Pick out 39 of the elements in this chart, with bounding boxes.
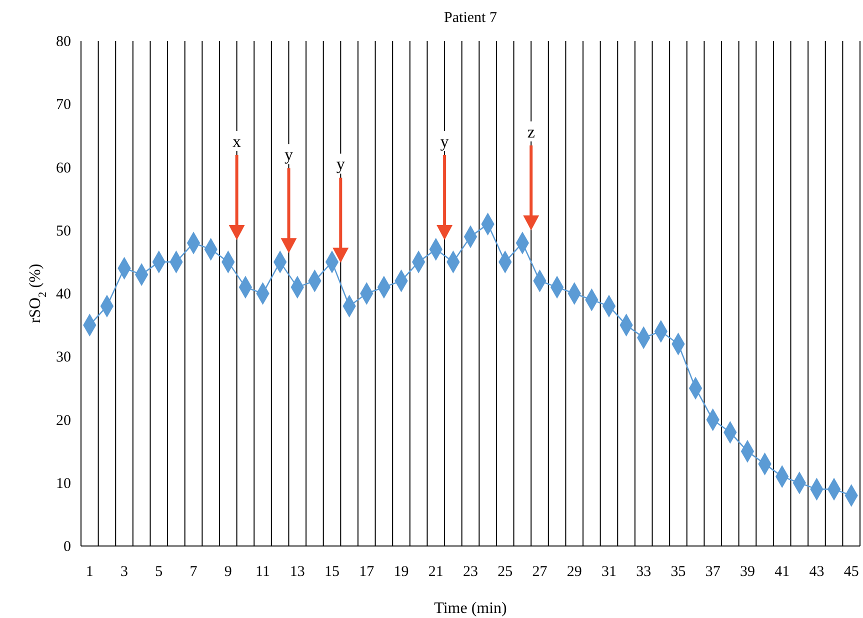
x-tick-label: 25 — [498, 564, 513, 580]
x-tick-label: 3 — [120, 564, 128, 580]
x-axis-title: Time (min) — [434, 600, 507, 617]
x-tick-label: 27 — [532, 564, 548, 580]
x-tick-label: 23 — [463, 564, 478, 580]
x-tick-label: 11 — [256, 564, 270, 580]
annotation: y — [440, 132, 450, 151]
x-tick-label: 9 — [224, 564, 232, 580]
y-tick-label: 30 — [56, 350, 71, 366]
y-tick-label: 40 — [56, 286, 71, 302]
annotation: y — [284, 145, 294, 164]
x-tick-label: 37 — [705, 564, 721, 580]
y-tick-label: 60 — [56, 160, 71, 176]
chart-title: Patient 7 — [444, 10, 498, 26]
annotation: y — [336, 154, 346, 174]
x-tick-label: 31 — [601, 564, 616, 580]
x-tick-label: 21 — [428, 564, 444, 580]
x-tick-label: 5 — [155, 564, 163, 580]
y-tick-label: 20 — [56, 412, 71, 429]
x-tick-label: 19 — [394, 564, 409, 580]
x-tick-label: 33 — [636, 564, 652, 580]
x-tick-label: 15 — [324, 564, 340, 580]
x-tick-label: 1 — [86, 564, 94, 580]
x-tick-label: 35 — [670, 564, 686, 580]
y-tick-label: 10 — [56, 476, 71, 492]
y-tick-label: 70 — [56, 97, 71, 114]
x-tick-label: 29 — [566, 564, 582, 580]
x-tick-label: 17 — [359, 564, 375, 580]
x-tick-label: 41 — [774, 564, 790, 580]
x-tick-label: 7 — [190, 564, 198, 580]
x-tick-label: 39 — [740, 564, 755, 580]
x-tick-label: 13 — [290, 564, 305, 580]
annotation: x — [232, 132, 242, 151]
y-tick-label: 80 — [56, 34, 71, 50]
y-tick-label: 50 — [56, 223, 71, 240]
x-tick-label: 45 — [844, 564, 859, 580]
annotation: z — [527, 122, 536, 142]
x-tick-label: 43 — [809, 564, 824, 580]
y-tick-label: 0 — [64, 539, 71, 555]
